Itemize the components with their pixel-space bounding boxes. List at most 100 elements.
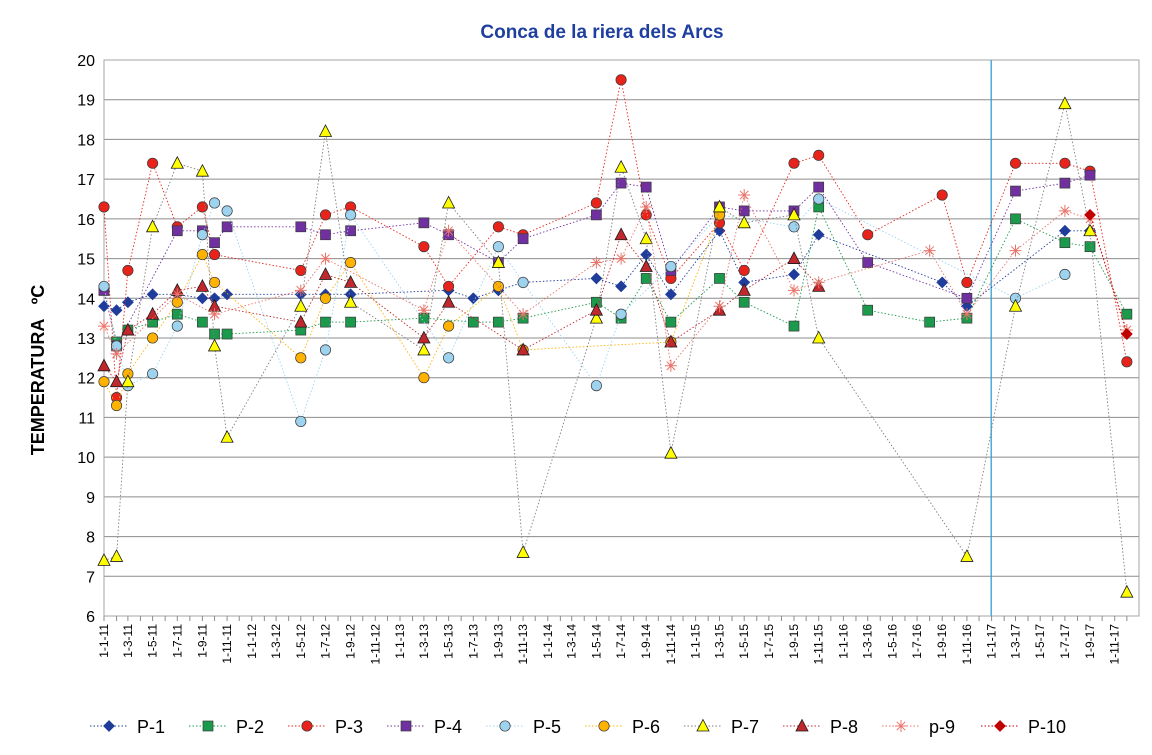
data-point (294, 314, 308, 328)
legend-marker (696, 718, 710, 732)
series-line (103, 214, 720, 407)
y-tick-label: 6 (86, 609, 95, 626)
data-point (788, 320, 800, 332)
data-point (467, 316, 479, 328)
legend-marker (400, 720, 412, 732)
data-point (110, 347, 123, 360)
data-point (98, 201, 110, 213)
data-point (492, 280, 504, 292)
x-tick-label: 1-5-14 (589, 624, 603, 659)
data-point (787, 251, 801, 264)
y-tick-label: 17 (77, 172, 95, 189)
legend-label: P-10 (1028, 717, 1066, 737)
data-point (319, 292, 332, 304)
data-point (862, 304, 874, 316)
x-tick-label: 1-7-17 (1058, 624, 1072, 659)
legend-item: P-5 (486, 717, 561, 737)
x-tick-label: 1-11-17 (1108, 624, 1122, 665)
series-line (103, 198, 1066, 423)
legend-item: P-8 (783, 717, 858, 737)
data-point (738, 296, 750, 308)
data-point (418, 372, 430, 384)
x-tick-label: 1-11-14 (664, 624, 678, 665)
data-point (516, 545, 530, 558)
data-point (146, 288, 159, 301)
x-tick-label: 1-11-13 (516, 624, 530, 665)
data-point (615, 308, 627, 320)
x-tick-labels: 1-1-11 1-3-11 1-5-11 1-7-11 1-9-11 1-11-11 1-1… (97, 624, 1122, 665)
legend-label: P-2 (236, 717, 264, 737)
data-point (1059, 157, 1071, 169)
gridlines (104, 59, 1139, 617)
data-point (319, 252, 332, 265)
legend-item: P-1 (90, 717, 165, 737)
data-point (441, 195, 456, 209)
data-point (111, 399, 123, 412)
series-p-5 (98, 193, 1071, 427)
data-point (171, 225, 183, 237)
legend-label: P-5 (533, 717, 561, 737)
data-point (443, 280, 455, 292)
data-point (1083, 223, 1097, 237)
data-point (589, 302, 604, 316)
legend-marker (103, 720, 115, 732)
data-point (318, 267, 333, 280)
data-point (208, 197, 221, 209)
data-point (196, 229, 208, 241)
x-tick-label: 1-11-12 (368, 624, 382, 665)
series-p-8 (97, 227, 826, 388)
y-tick-label: 9 (86, 490, 95, 507)
data-point (121, 374, 135, 388)
data-point (1058, 224, 1071, 237)
data-point (97, 553, 111, 566)
data-point (441, 294, 456, 308)
x-tick-label: 1-11-16 (960, 624, 974, 665)
data-point (208, 249, 221, 261)
data-point (221, 328, 233, 340)
legend-marker (895, 720, 907, 732)
x-tick-label: 1-1-14 (541, 624, 555, 659)
data-point (614, 227, 628, 241)
y-tick-label: 19 (77, 93, 95, 110)
data-point (923, 244, 936, 257)
data-point (590, 256, 603, 269)
x-tick-label: 1-7-16 (910, 624, 924, 659)
data-point (492, 221, 504, 233)
data-point (493, 316, 504, 328)
data-point (319, 209, 332, 221)
x-tick-label: 1-5-16 (885, 624, 899, 659)
data-point (295, 264, 307, 277)
x-tick-label: 1-5-13 (442, 624, 456, 659)
data-point (1121, 308, 1133, 320)
series-p-9 (98, 189, 1133, 372)
data-point (517, 308, 530, 321)
legend-item: P-3 (288, 717, 363, 737)
data-point (1084, 169, 1096, 181)
y-tick-label: 18 (77, 132, 95, 149)
x-tick-label: 1-7-12 (318, 624, 332, 659)
data-point (664, 359, 677, 372)
data-point (590, 272, 603, 285)
x-tick-label: 1-3-16 (861, 624, 875, 659)
data-point (417, 330, 431, 344)
data-point (345, 316, 356, 328)
legend-label: P-6 (632, 717, 660, 737)
y-tick-label: 10 (77, 450, 95, 467)
x-tick-label: 1-9-15 (787, 624, 801, 659)
legend-marker (301, 720, 313, 732)
data-point (295, 352, 307, 364)
data-point (295, 415, 307, 427)
data-point (664, 288, 677, 301)
data-point (862, 229, 874, 241)
y-tick-label: 8 (86, 530, 95, 547)
data-point (209, 237, 220, 249)
x-tick-label: 1-7-13 (466, 624, 480, 659)
series-line (103, 174, 1091, 348)
data-point (1059, 268, 1071, 281)
data-point (590, 380, 602, 392)
data-point (345, 225, 356, 237)
x-tick-label: 1-9-16 (935, 624, 949, 659)
legend-item: P-7 (684, 717, 759, 737)
data-point (171, 308, 183, 320)
x-tick-label: 1-5-17 (1033, 624, 1047, 659)
